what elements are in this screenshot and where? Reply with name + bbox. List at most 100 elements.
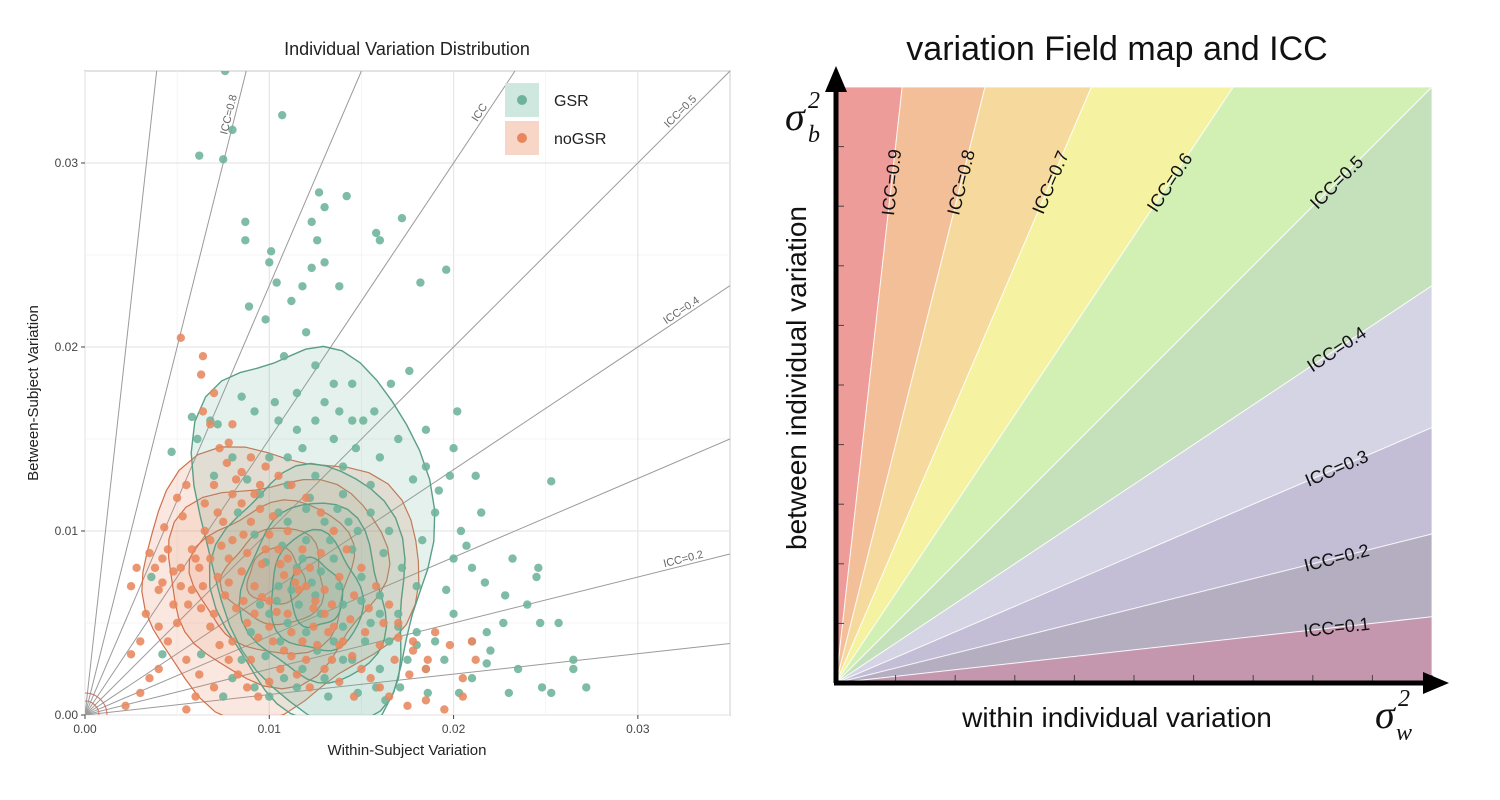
gsr-point — [255, 600, 265, 609]
icc-reference-line — [85, 285, 730, 715]
gsr-point — [397, 214, 407, 223]
left-y-ticks: 0.00 0.01 0.02 0.03 — [55, 156, 85, 722]
nogsr-point — [342, 545, 351, 554]
nogsr-point — [309, 622, 318, 631]
icc-field-bands — [835, 85, 1434, 684]
nogsr-point — [265, 677, 274, 687]
sigma-b-base: σ — [785, 94, 806, 139]
gsr-point — [375, 453, 385, 462]
icc-reference-line — [85, 71, 158, 715]
gsr-point — [547, 688, 556, 698]
gsr-point — [375, 609, 385, 618]
gsr-point — [187, 412, 197, 422]
icc-reference-line — [85, 642, 730, 715]
nogsr-point — [255, 504, 265, 514]
nogsr-point — [348, 651, 357, 661]
nogsr-point — [209, 480, 219, 490]
nogsr-point — [261, 545, 270, 554]
gsr-point — [456, 526, 466, 536]
nogsr-point — [187, 545, 197, 554]
nogsr-point — [182, 705, 191, 714]
gsr-point — [394, 434, 403, 444]
gsr-point — [242, 475, 252, 484]
nogsr-point — [458, 674, 467, 683]
nogsr-point — [228, 490, 237, 499]
gsr-point — [537, 683, 547, 692]
nogsr-point — [196, 370, 206, 379]
nogsr-point — [145, 674, 154, 683]
nogsr-point — [163, 545, 173, 554]
gsr-point — [338, 462, 348, 471]
nogsr-point — [154, 585, 163, 595]
nogsr-point — [195, 670, 204, 679]
gsr-point — [462, 541, 471, 550]
nogsr-point — [136, 688, 145, 698]
right-x-axis-arrow — [1423, 672, 1449, 694]
gsr-point — [325, 536, 335, 545]
gsr-point — [421, 462, 431, 471]
nogsr-point — [246, 517, 256, 526]
gsr-point — [582, 683, 591, 692]
gsr-point — [338, 490, 348, 499]
nogsr-point — [237, 499, 246, 508]
nogsr-point — [191, 692, 200, 701]
nogsr-point — [257, 593, 267, 602]
nogsr-point — [196, 604, 206, 613]
gsr-point — [371, 228, 381, 238]
gsr-point — [395, 683, 405, 692]
y-tick-label: 0.01 — [55, 524, 79, 538]
nogsr-point — [276, 664, 285, 674]
nogsr-point — [329, 526, 338, 536]
gsr-point — [482, 628, 491, 637]
gsr-point — [338, 655, 348, 664]
nogsr-point — [265, 622, 274, 631]
gsr-point — [335, 407, 344, 416]
nogsr-point — [233, 670, 243, 679]
nogsr-point — [224, 655, 233, 664]
nogsr-point — [335, 677, 344, 687]
nogsr-point — [198, 352, 208, 361]
gsr-point — [348, 379, 357, 388]
gsr-point — [292, 425, 302, 434]
gsr-point — [298, 554, 307, 563]
y-tick-label: 0.00 — [55, 708, 79, 722]
nogsr-point — [246, 655, 256, 664]
nogsr-point — [403, 701, 412, 710]
gsr-point — [480, 578, 490, 587]
nogsr-point — [237, 567, 246, 576]
gsr-point — [569, 664, 578, 674]
nogsr-point — [228, 420, 237, 429]
gsr-point — [193, 434, 202, 444]
nogsr-point — [182, 655, 191, 664]
gsr-point — [261, 651, 270, 661]
nogsr-point — [250, 609, 259, 618]
gsr-point — [338, 622, 348, 631]
gsr-point — [338, 600, 348, 609]
right-chart: variation Field map and ICC ICC=0.9 ICC=0… — [781, 30, 1449, 746]
gsr-point — [265, 453, 274, 462]
gsr-point — [482, 659, 491, 668]
nogsr-point — [268, 512, 278, 521]
gsr-point — [412, 582, 421, 591]
nogsr-point — [176, 563, 186, 572]
nogsr-point — [154, 664, 163, 674]
nogsr-point — [200, 526, 209, 536]
nogsr-point — [440, 705, 449, 714]
gsr-point — [445, 471, 455, 480]
nogsr-point — [290, 578, 300, 587]
gsr-point — [283, 453, 292, 462]
gsr-point — [335, 282, 344, 291]
nogsr-point — [250, 490, 259, 499]
nogsr-point — [145, 548, 154, 558]
nogsr-point — [287, 628, 296, 637]
gsr-point — [307, 217, 316, 227]
gsr-point — [228, 453, 237, 462]
y-tick-label: 0.03 — [55, 156, 79, 170]
gsr-point — [301, 328, 311, 337]
gsr-point — [283, 517, 292, 526]
sigma-w-sub: w — [1396, 720, 1412, 746]
nogsr-point — [445, 640, 455, 650]
nogsr-point — [366, 674, 375, 683]
gsr-point — [467, 674, 477, 683]
nogsr-point — [198, 407, 208, 416]
